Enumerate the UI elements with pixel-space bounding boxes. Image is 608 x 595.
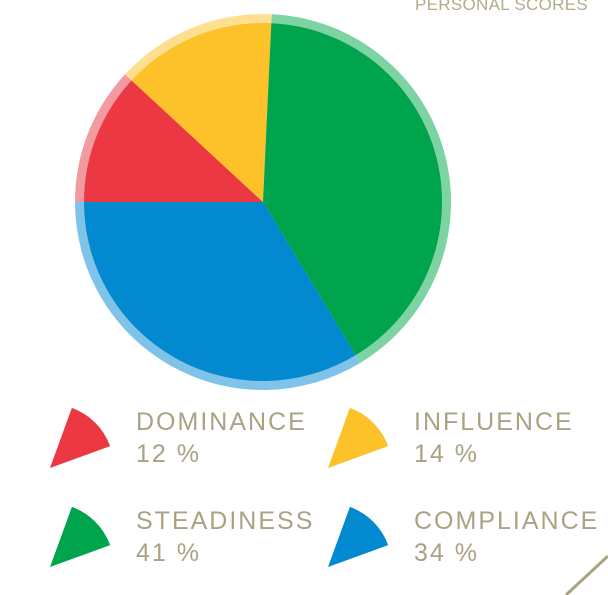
legend-value-dominance: 12 % [136,440,201,468]
legend-item-compliance: COMPLIANCE 34 % [326,507,597,587]
legend-item-influence: INFLUENCE 14 % [326,408,586,488]
chart-title: PERSONAL SCORES [415,0,588,14]
legend-wedge-compliance [328,507,389,567]
pie-slice-steadiness [263,23,443,356]
legend-value-compliance: 34 % [414,539,479,567]
pie-chart [75,13,452,391]
decorative-diagonal-stroke [564,554,608,595]
legend-label-compliance: COMPLIANCE [414,507,600,535]
pie-slice-influence [131,22,272,203]
legend-value-influence: 14 % [414,440,479,468]
legend-item-dominance: DOMINANCE 12 % [48,408,308,488]
legend-wedge-influence [328,408,389,468]
legend-wedge-steadiness [50,507,111,567]
legend-label-dominance: DOMINANCE [136,408,307,436]
legend-label-steadiness: STEADINESS [136,507,315,535]
legend-value-steadiness: 41 % [136,539,201,567]
legend-item-steadiness: STEADINESS 41 % [48,507,312,587]
legend-wedge-dominance [50,408,111,468]
pie-slice-dominance [84,80,263,202]
pie-slice-compliance [83,202,356,382]
wedge-icon-influence [328,408,389,468]
legend-label-influence: INFLUENCE [414,408,574,436]
wedge-icon-dominance [50,408,111,468]
wedge-icon-compliance [328,507,389,567]
wedge-icon-steadiness [50,507,111,567]
